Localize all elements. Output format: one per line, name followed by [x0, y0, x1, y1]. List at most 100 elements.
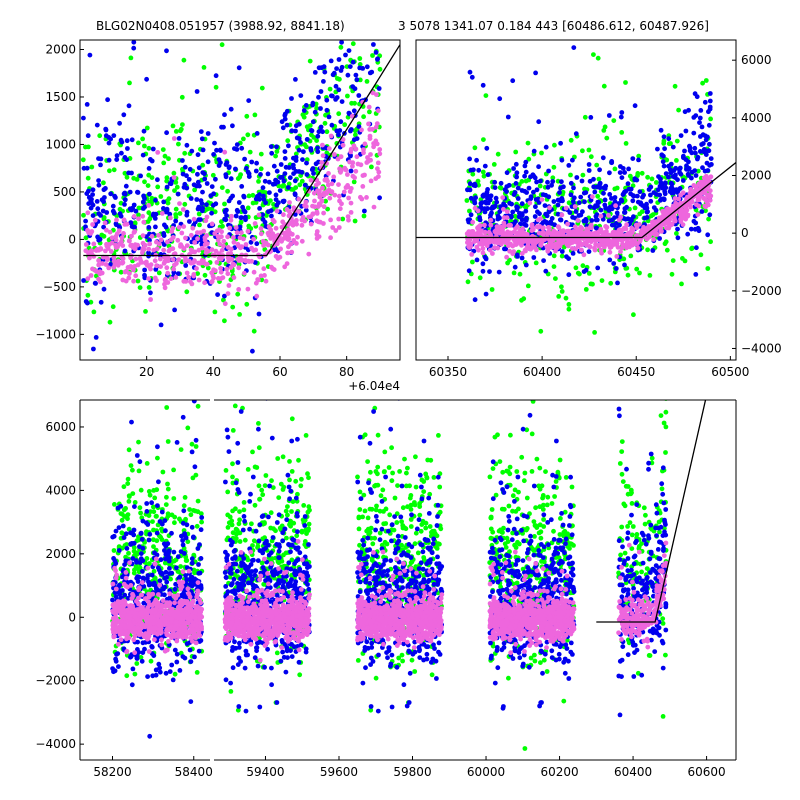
data-point [631, 312, 636, 318]
y-tick-label: 2000 [741, 168, 772, 182]
data-point [159, 521, 165, 527]
data-point [193, 472, 199, 478]
data-point [595, 193, 601, 199]
data-point [98, 299, 104, 305]
data-point [660, 159, 666, 165]
data-point [217, 241, 223, 247]
data-point [138, 487, 144, 493]
data-point [163, 556, 168, 562]
data-point [466, 219, 472, 225]
data-point [93, 335, 99, 340]
data-point [586, 147, 592, 153]
data-point [619, 130, 625, 135]
data-point [479, 237, 485, 243]
data-point [697, 115, 703, 121]
data-point [345, 72, 351, 78]
data-point [233, 166, 238, 172]
data-point [159, 537, 165, 542]
x-tick-label: 20 [139, 365, 154, 379]
data-point [574, 230, 580, 236]
data-point [601, 83, 607, 89]
data-point [155, 177, 160, 183]
data-point [570, 199, 576, 205]
data-point [619, 237, 624, 243]
data-point [245, 228, 251, 234]
data-point [121, 231, 126, 236]
data-point [467, 156, 472, 162]
data-point [139, 260, 145, 265]
data-point [189, 560, 195, 566]
data-point [290, 162, 296, 168]
data-point [234, 207, 240, 213]
data-point [106, 135, 112, 140]
data-point [281, 212, 286, 218]
data-point [249, 159, 255, 165]
data-point [340, 142, 346, 148]
data-point [276, 183, 282, 189]
data-point [685, 212, 691, 218]
data-point [197, 260, 203, 266]
model-line [416, 161, 736, 239]
data-point [634, 266, 640, 272]
data-point [373, 176, 379, 182]
data-point [164, 265, 170, 271]
data-point [198, 556, 204, 561]
data-point [192, 464, 198, 470]
y-tick-label: −1000 [35, 327, 76, 341]
data-point [195, 546, 201, 551]
data-point [583, 190, 589, 196]
data-point [553, 245, 559, 250]
data-point [681, 211, 687, 217]
data-point [371, 42, 376, 47]
data-point [254, 293, 260, 299]
data-point [328, 235, 333, 241]
data-point [600, 155, 606, 161]
data-point [537, 224, 543, 229]
data-point [691, 218, 697, 224]
data-point [191, 581, 197, 587]
data-point [318, 124, 324, 130]
data-point [467, 187, 473, 193]
data-point [105, 97, 110, 103]
data-point [111, 634, 117, 640]
data-point [511, 166, 516, 171]
data-point [198, 527, 204, 533]
data-point [487, 247, 493, 253]
data-point [211, 191, 217, 197]
data-point [535, 209, 540, 215]
data-point [84, 191, 90, 197]
data-point [124, 513, 130, 518]
data-point [316, 94, 321, 100]
data-point [559, 253, 565, 259]
data-point [190, 475, 196, 481]
data-point [555, 202, 561, 208]
data-point [337, 198, 342, 204]
data-point [243, 217, 248, 223]
data-point [595, 265, 601, 271]
data-point [137, 285, 143, 290]
data-point [126, 0, 131, 3]
data-point [117, 120, 122, 126]
data-point [613, 266, 619, 271]
data-point [354, 26, 359, 31]
data-point [157, 256, 163, 262]
data-point [309, 132, 314, 138]
data-point [619, 175, 625, 181]
data-point [618, 197, 624, 203]
data-point [660, 208, 665, 214]
data-point [106, 265, 112, 271]
data-point [126, 550, 131, 556]
data-point [256, 311, 262, 317]
data-point [472, 145, 478, 151]
data-point [526, 156, 532, 162]
data-point [145, 183, 151, 189]
data-point [123, 506, 128, 511]
data-point [353, 72, 359, 78]
data-point [131, 527, 137, 533]
data-point [314, 209, 320, 215]
data-point [664, 247, 670, 253]
data-point [173, 218, 179, 224]
data-point [185, 539, 191, 545]
data-point [120, 260, 126, 265]
data-point [117, 589, 123, 595]
